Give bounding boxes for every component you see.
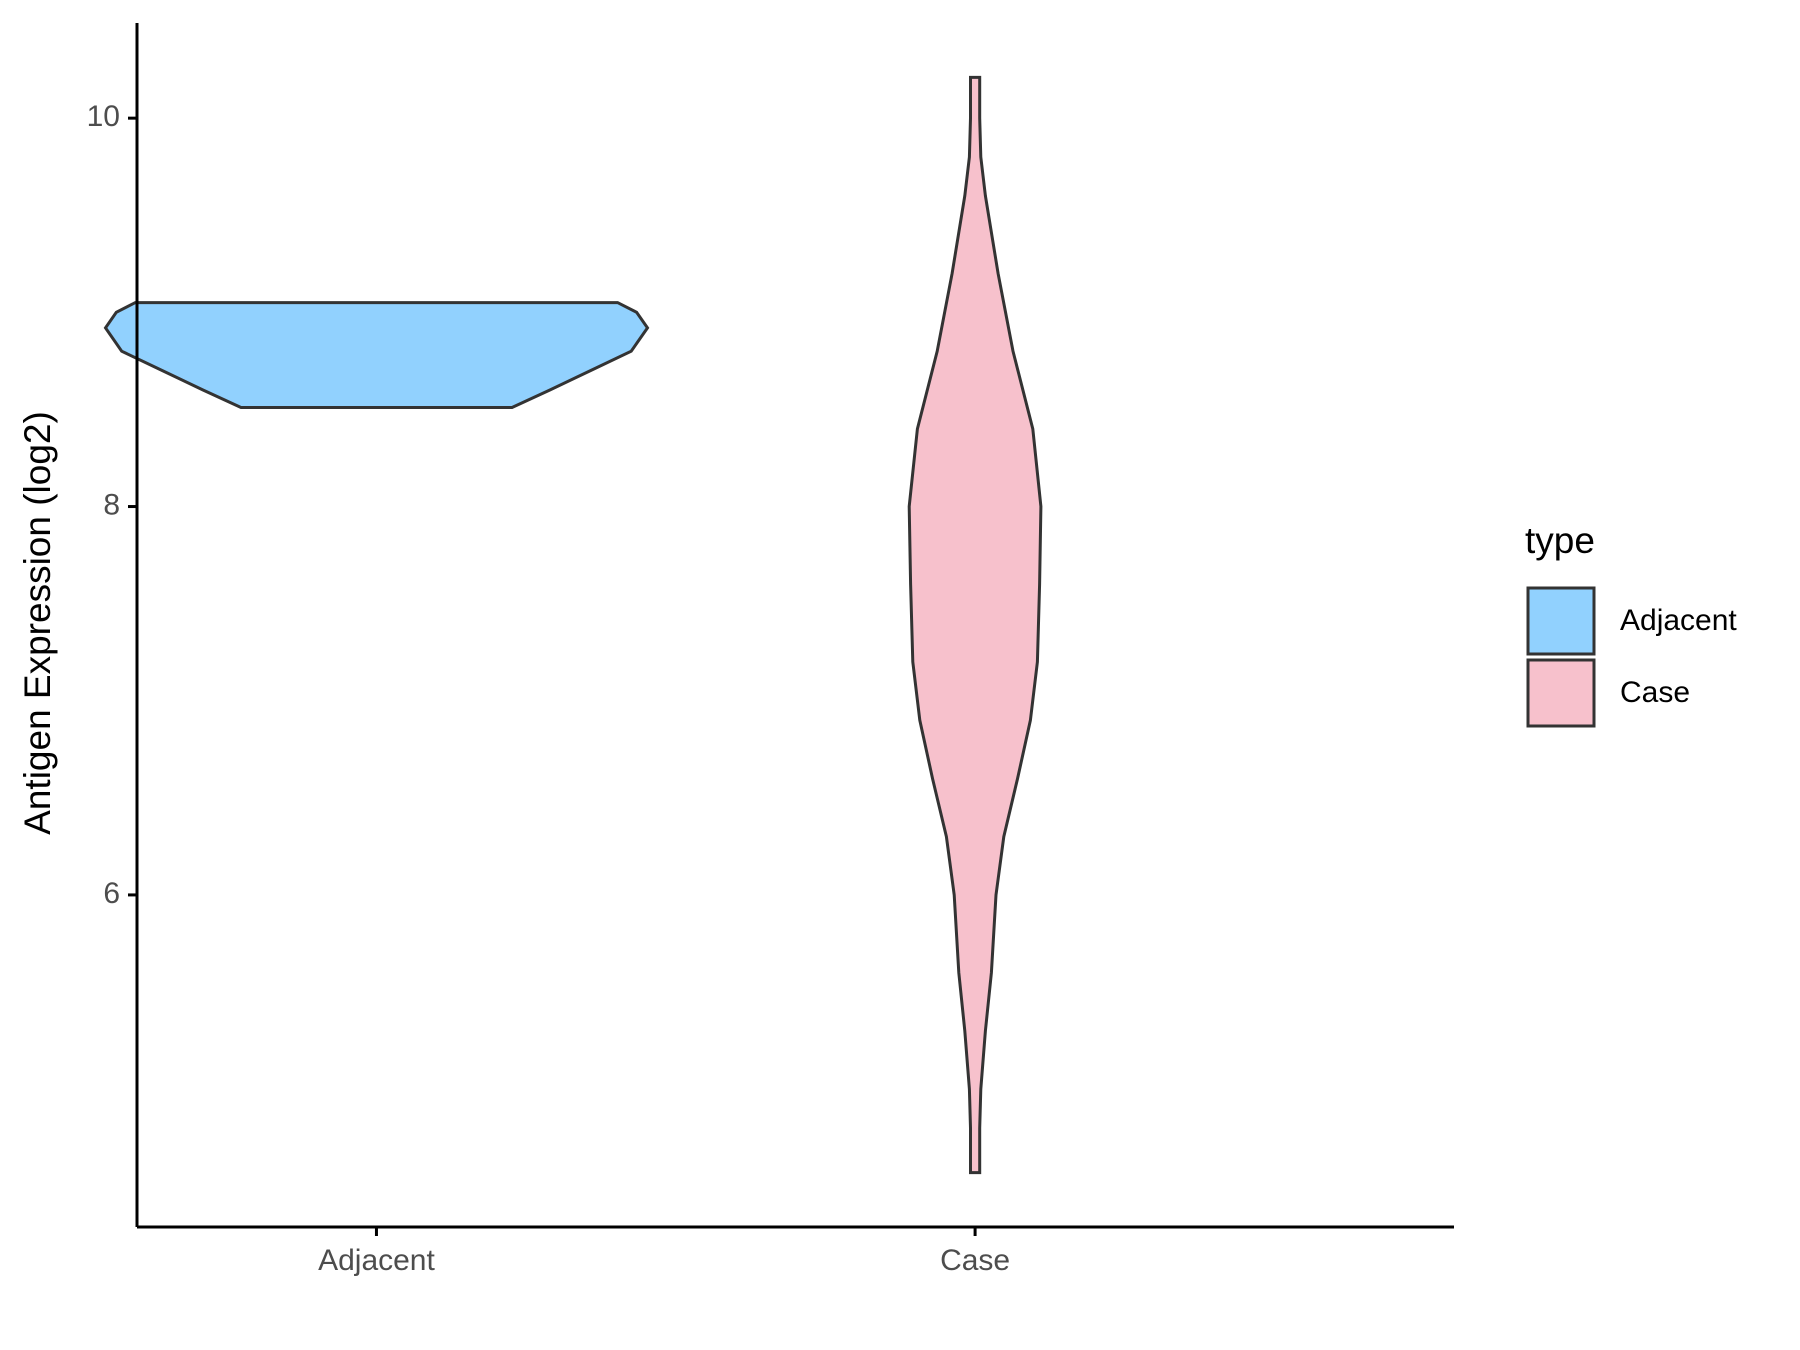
violin xyxy=(907,75,1043,1175)
legend-key xyxy=(1526,658,1596,728)
y-tick-label: 6 xyxy=(103,877,120,910)
legend-title: type xyxy=(1525,520,1595,561)
x-tick-label: Adjacent xyxy=(318,1244,435,1277)
y-tick-label: 10 xyxy=(87,100,120,133)
y-axis-title: Antigen Expression (log2) xyxy=(17,411,58,835)
violin xyxy=(103,301,650,409)
legend-label: Case xyxy=(1620,676,1690,709)
x-tick-label: Case xyxy=(940,1244,1010,1277)
legend-key xyxy=(1526,586,1596,656)
legend-label: Adjacent xyxy=(1620,604,1737,637)
y-tick-label: 8 xyxy=(103,488,120,521)
